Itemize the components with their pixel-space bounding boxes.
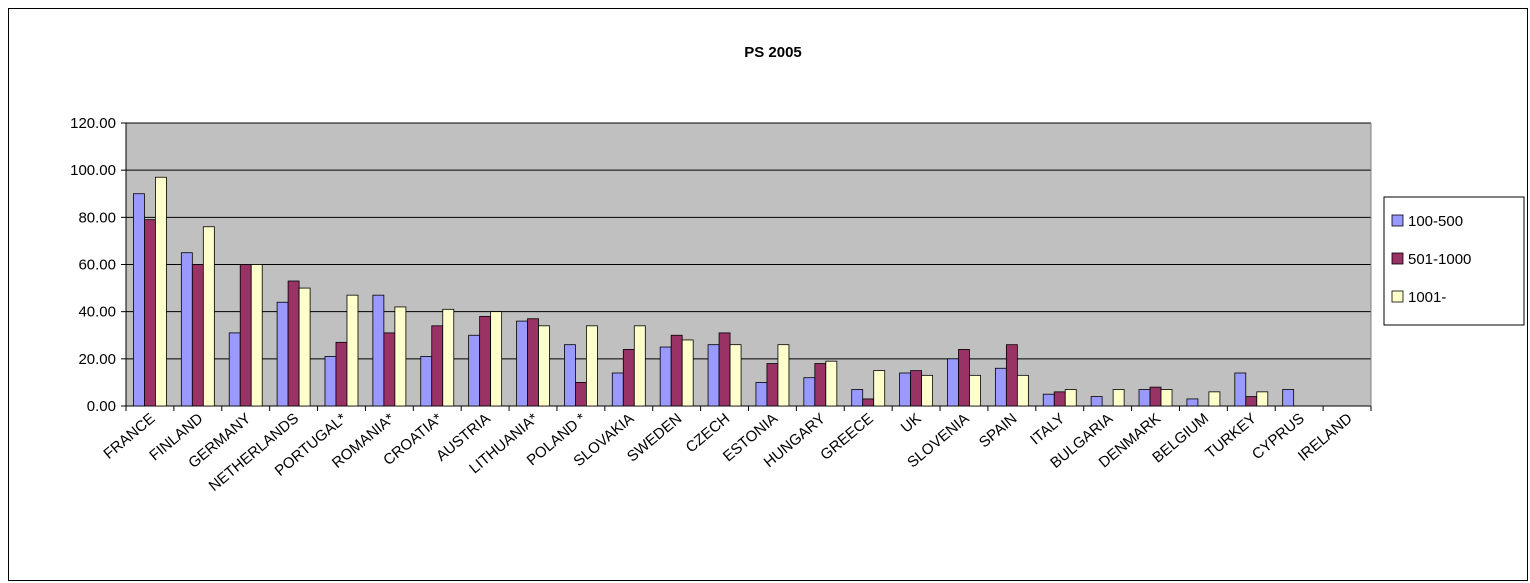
bar-501-1000-FRANCE bbox=[144, 219, 156, 407]
bar-100-500-FRANCE bbox=[133, 193, 145, 407]
bar-100-500-SLOVENIA bbox=[947, 358, 959, 407]
bar-501-1000-GREECE bbox=[862, 398, 875, 407]
bar-501-1000-POLAND * bbox=[575, 382, 587, 407]
bar-501-1000-TURKEY bbox=[1245, 396, 1258, 407]
y-tick-label: 60.00 bbox=[78, 257, 116, 274]
bar-501-1000-SLOVAKIA bbox=[622, 348, 635, 407]
bar-501-1000-NETHERLANDS bbox=[287, 280, 300, 407]
bar-1001--NETHERLANDS bbox=[298, 287, 311, 407]
bar-1001--FINLAND bbox=[202, 226, 215, 407]
bar-1001--DENMARK bbox=[1160, 389, 1173, 407]
bar-501-1000-ESTONIA bbox=[766, 363, 779, 407]
bar-1001--HUNGARY bbox=[825, 360, 838, 407]
legend: 100-500 501-1000 1001- bbox=[1383, 196, 1525, 326]
bar-100-500-SWEDEN bbox=[659, 346, 672, 407]
y-tick-label: 80.00 bbox=[78, 209, 116, 226]
bar-1001--SPAIN bbox=[1016, 374, 1029, 407]
bar-1001--GERMANY bbox=[250, 264, 263, 407]
bar-100-500-LITHUANIA* bbox=[516, 320, 528, 407]
bar-100-500-HUNGARY bbox=[803, 377, 816, 407]
x-tick-label: IRELAND bbox=[1295, 410, 1356, 465]
x-tick-label: UK bbox=[898, 410, 925, 436]
bar-501-1000-GERMANY bbox=[239, 264, 252, 407]
bar-100-500-CYPRUS bbox=[1282, 389, 1295, 407]
bar-501-1000-LITHUANIA* bbox=[527, 318, 539, 407]
legend-box bbox=[1383, 196, 1525, 326]
bar-501-1000-FINLAND bbox=[191, 264, 204, 407]
bar-1001--SLOVAKIA bbox=[633, 325, 646, 407]
chart-svg: PS 2005 0.00 20.00 40.00 60.00 80.00 100.00 12… bbox=[70, 44, 1525, 495]
legend-label: 100-500 bbox=[1408, 213, 1463, 230]
bar-1001--UK bbox=[921, 374, 933, 407]
legend-swatch-501-1000 bbox=[1391, 252, 1404, 265]
bar-1001--LITHUANIA* bbox=[538, 325, 550, 407]
bar-1001--BELGIUM bbox=[1208, 391, 1221, 407]
bar-501-1000-CROATIA* bbox=[431, 325, 444, 407]
bar-100-500-ESTONIA bbox=[755, 382, 768, 407]
bar-100-500-BULGARIA bbox=[1090, 396, 1103, 407]
bar-1001--FRANCE bbox=[155, 176, 167, 407]
bar-100-500-ROMANIA* bbox=[372, 294, 385, 407]
bar-501-1000-UK bbox=[910, 370, 922, 407]
bar-501-1000-SLOVENIA bbox=[958, 348, 970, 407]
y-tick-label: 40.00 bbox=[78, 304, 116, 321]
bar-100-500-UK bbox=[899, 372, 911, 407]
legend-label: 501-1000 bbox=[1408, 251, 1471, 268]
x-tick-label: GREECE bbox=[817, 410, 876, 464]
bar-501-1000-SPAIN bbox=[1005, 344, 1018, 407]
bar-100-500-FINLAND bbox=[180, 252, 193, 407]
bar-501-1000-ITALY bbox=[1053, 391, 1066, 407]
bar-1001--SWEDEN bbox=[681, 339, 694, 407]
bar-100-500-DENMARK bbox=[1138, 389, 1151, 407]
bar-1001--AUSTRIA bbox=[490, 311, 503, 407]
bar-501-1000-DENMARK bbox=[1149, 386, 1162, 407]
legend-swatch-100-500 bbox=[1391, 214, 1404, 227]
bar-501-1000-PORTUGAL* bbox=[335, 341, 348, 407]
bar-100-500-SPAIN bbox=[994, 367, 1007, 407]
bar-1001--PORTUGAL* bbox=[346, 294, 359, 407]
bar-1001--ESTONIA bbox=[777, 344, 790, 407]
bar-100-500-GERMANY bbox=[228, 332, 241, 407]
y-tick-label: 20.00 bbox=[78, 351, 116, 368]
bar-100-500-ITALY bbox=[1042, 393, 1055, 407]
bar-1001--SLOVENIA bbox=[969, 374, 981, 407]
bar-100-500-SLOVAKIA bbox=[611, 372, 624, 407]
legend-label: 1001- bbox=[1408, 289, 1446, 306]
bar-100-500-PORTUGAL* bbox=[324, 356, 337, 407]
bar-501-1000-ROMANIA* bbox=[383, 332, 396, 407]
y-tick-label: 120.00 bbox=[70, 115, 116, 132]
x-tick-label: SPAIN bbox=[976, 410, 1021, 451]
y-tick-label: 100.00 bbox=[70, 162, 116, 179]
plot-area: 0.0020.0040.0060.0080.00100.00120.00FRAN… bbox=[70, 115, 1372, 495]
bar-501-1000-CZECH bbox=[718, 332, 731, 407]
bar-100-500-TURKEY bbox=[1234, 372, 1247, 407]
bar-501-1000-SWEDEN bbox=[670, 334, 683, 407]
bar-100-500-CROATIA* bbox=[420, 356, 433, 407]
bar-1001--POLAND * bbox=[586, 325, 598, 407]
chart-title: PS 2005 bbox=[744, 44, 802, 61]
bar-501-1000-HUNGARY bbox=[814, 363, 827, 407]
bar-100-500-GREECE bbox=[851, 389, 864, 407]
bar-100-500-AUSTRIA bbox=[468, 334, 481, 407]
bar-100-500-POLAND * bbox=[564, 344, 576, 407]
bar-501-1000-AUSTRIA bbox=[479, 315, 492, 407]
bar-1001--CROATIA* bbox=[442, 308, 455, 407]
bar-1001--CZECH bbox=[729, 344, 742, 407]
legend-swatch-1001- bbox=[1391, 290, 1404, 303]
bar-1001--ITALY bbox=[1064, 389, 1077, 407]
bar-1001--ROMANIA* bbox=[394, 306, 407, 407]
bar-100-500-CZECH bbox=[707, 344, 720, 407]
bar-100-500-NETHERLANDS bbox=[276, 301, 289, 407]
chart-frame: PS 2005 0.00 20.00 40.00 60.00 80.00 100.00 12… bbox=[8, 8, 1528, 581]
x-tick-label: ITALY bbox=[1027, 410, 1068, 448]
bar-1001--TURKEY bbox=[1256, 391, 1269, 407]
y-tick-label: 0.00 bbox=[87, 398, 116, 415]
bar-1001--BULGARIA bbox=[1112, 389, 1125, 407]
bar-1001--GREECE bbox=[873, 370, 886, 407]
bar-100-500-BELGIUM bbox=[1186, 398, 1199, 407]
